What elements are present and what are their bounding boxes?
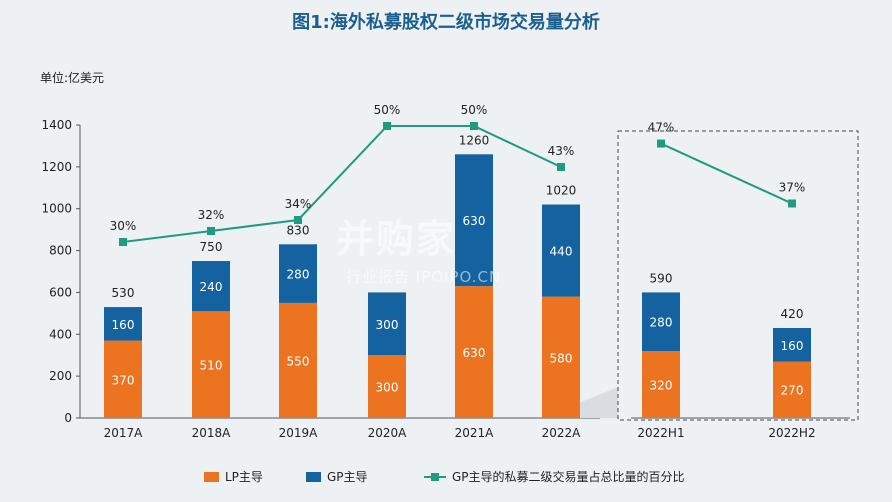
line-point-2019A <box>294 216 302 224</box>
bar-gp-2022H2 <box>773 328 811 362</box>
bar-label-gp: 160 <box>112 318 135 332</box>
bar-label-lp: 270 <box>781 384 804 398</box>
line-point-label: 47% <box>648 121 675 135</box>
legend-swatch-gp <box>306 471 321 482</box>
unit-label: 单位:亿美元 <box>40 71 105 85</box>
bar-gp-2022A <box>542 204 580 297</box>
line-point-label: 50% <box>461 103 488 117</box>
line-point-label: 50% <box>374 103 401 117</box>
bar-label-gp: 280 <box>287 268 310 282</box>
line-gp-share-detail <box>660 142 793 205</box>
x-tick-label: 2021A <box>455 426 495 440</box>
total-label: 830 <box>287 223 310 237</box>
y-tick-label: 1400 <box>41 118 72 132</box>
legend-label-lp: LP主导 <box>225 470 263 484</box>
bar-label-gp: 240 <box>200 280 223 294</box>
bar-lp-2022H1 <box>642 351 680 418</box>
bar-label-gp: 300 <box>376 318 399 332</box>
total-label: 750 <box>200 240 223 254</box>
detail-box <box>617 130 859 421</box>
line-gp-share <box>122 125 562 243</box>
bar-lp-2022A <box>542 296 580 418</box>
x-tick-label: 2022A <box>542 426 582 440</box>
total-label: 420 <box>781 307 804 321</box>
line-point-label: 32% <box>198 208 225 222</box>
legend-swatch-line <box>424 472 446 481</box>
line-point-label: 43% <box>548 144 575 158</box>
y-tick-label: 1000 <box>41 202 72 216</box>
legend-item-gp: GP主导 <box>306 468 368 485</box>
legend: LP主导 GP主导 GP主导的私募二级交易量占总比量的百分比 <box>0 468 892 488</box>
bar-gp-2020A <box>368 292 406 356</box>
y-tick-label: 200 <box>49 369 72 383</box>
x-tick-label: 2020A <box>368 426 408 440</box>
bar-label-lp: 510 <box>200 359 223 373</box>
x-tick-label: 2022H1 <box>637 426 684 440</box>
bar-lp-2022H2 <box>773 361 811 418</box>
line-point-2020A <box>383 122 391 130</box>
bar-label-gp: 440 <box>550 245 573 259</box>
line-point-2022H1 <box>657 139 665 148</box>
bar-label-lp: 580 <box>550 351 573 365</box>
x-tick-label: 2018A <box>192 426 232 440</box>
bar-lp-2019A <box>279 302 317 418</box>
y-tick-label: 600 <box>49 285 72 299</box>
line-point-2022H2 <box>788 199 796 208</box>
legend-item-lp: LP主导 <box>204 468 263 485</box>
bar-label-lp: 300 <box>376 381 399 395</box>
bar-gp-2017A <box>104 307 142 341</box>
bar-lp-2018A <box>192 311 230 418</box>
line-point-label: 37% <box>779 181 806 195</box>
y-tick-label: 400 <box>49 327 72 341</box>
bar-label-lp: 630 <box>463 346 486 360</box>
total-label: 530 <box>112 286 135 300</box>
y-tick-label: 800 <box>49 244 72 258</box>
bar-gp-2019A <box>279 244 317 303</box>
line-point-2018A <box>207 227 215 235</box>
bar-gp-2018A <box>192 261 230 312</box>
legend-label-gp: GP主导 <box>327 470 368 484</box>
total-label: 1260 <box>459 133 490 147</box>
x-tick-label: 2019A <box>279 426 319 440</box>
legend-item-line: GP主导的私募二级交易量占总比量的百分比 <box>424 468 685 485</box>
line-point-2017A <box>119 238 127 246</box>
bar-label-gp: 160 <box>781 339 804 353</box>
x-tick-label: 2022H2 <box>768 426 815 440</box>
bar-gp-2022H1 <box>642 292 680 352</box>
bar-label-lp: 320 <box>650 379 673 393</box>
y-tick-label: 1200 <box>41 160 72 174</box>
bar-lp-2017A <box>104 340 142 418</box>
bar-lp-2020A <box>368 355 406 418</box>
bar-label-gp: 280 <box>650 316 673 330</box>
chart-title: 图1:海外私募股权二级市场交易量分析 <box>292 12 600 33</box>
bar-label-lp: 370 <box>112 373 135 387</box>
total-label: 590 <box>650 271 673 285</box>
x-tick-label: 2017A <box>104 426 144 440</box>
line-point-2021A <box>470 122 478 130</box>
legend-swatch-lp <box>204 471 219 482</box>
bar-label-gp: 630 <box>463 214 486 228</box>
line-point-2022A <box>557 163 565 171</box>
y-tick-label: 0 <box>64 411 72 425</box>
line-point-label: 34% <box>285 197 312 211</box>
line-point-label: 30% <box>110 219 137 233</box>
legend-label-line: GP主导的私募二级交易量占总比量的百分比 <box>452 470 685 484</box>
bar-lp-2021A <box>455 286 493 418</box>
bar-gp-2021A <box>455 154 493 287</box>
bar-label-lp: 550 <box>287 354 310 368</box>
total-label: 1020 <box>546 184 577 198</box>
